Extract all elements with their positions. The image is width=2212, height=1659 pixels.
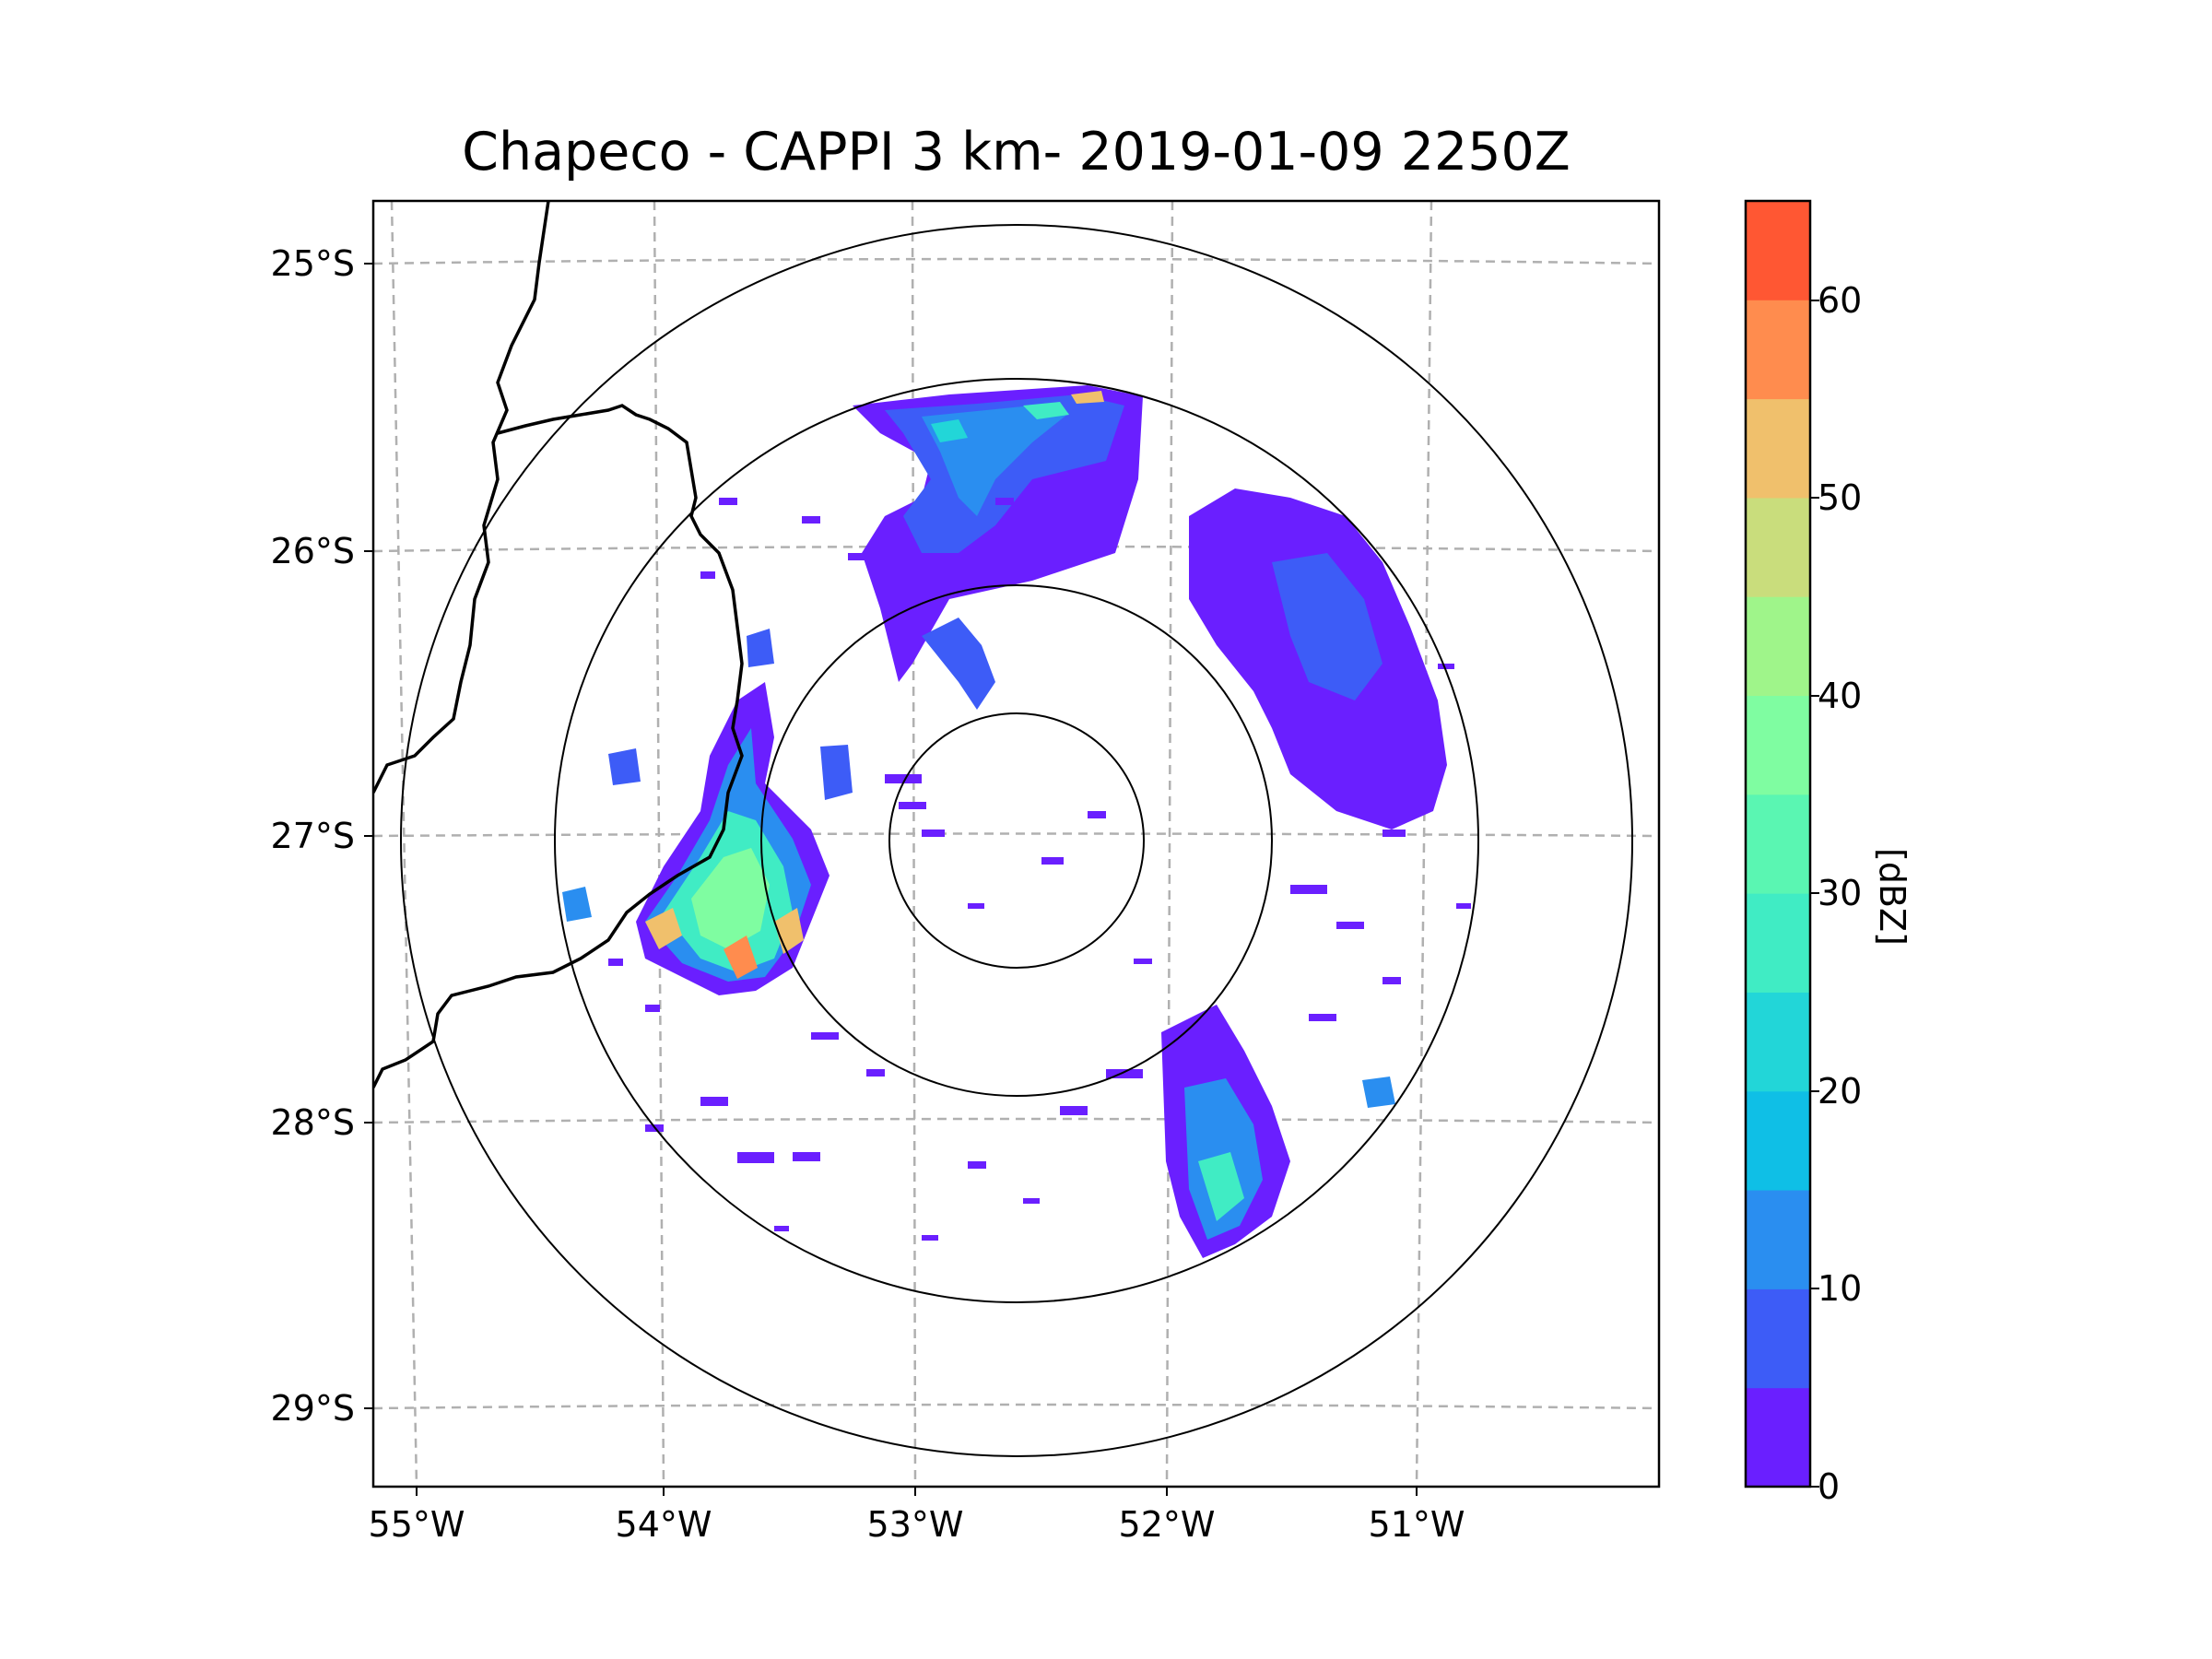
- lat-label-27s: 27°S: [270, 816, 355, 856]
- colorbar-frame: [1744, 199, 1812, 1488]
- map-title: Chapeco - CAPPI 3 km- 2019-01-09 2250Z: [462, 122, 1571, 182]
- scattered-echoes: [608, 498, 1471, 1241]
- gridline-lat-25: [373, 257, 1659, 265]
- gridline-lon-51: [1415, 201, 1433, 1487]
- gridline-lat-26: [373, 545, 1659, 553]
- colorbar-label: [dBZ]: [1872, 848, 1912, 946]
- gridline-lon-52: [1165, 201, 1174, 1487]
- lon-label-51w: 51°W: [1368, 1504, 1465, 1545]
- echo-north-cyan: [931, 419, 968, 442]
- colorbar-segment: [1746, 201, 1810, 300]
- political-borders: [373, 201, 744, 1088]
- colorbar-segment: [1746, 893, 1810, 993]
- colorbar-tick-40: 40: [1818, 676, 1863, 716]
- echo-west-core-2: [724, 935, 758, 979]
- lat-label-28s: 28°S: [270, 1102, 355, 1143]
- echo-center-west-1: [820, 745, 853, 800]
- colorbar-tick-60: 60: [1818, 280, 1863, 321]
- colorbar-segment: [1746, 992, 1810, 1092]
- gridline-lon-53: [911, 201, 917, 1487]
- echo-west-cluster-green: [691, 848, 770, 949]
- lon-label-53w: 53°W: [866, 1504, 964, 1545]
- lon-label-54w: 54°W: [615, 1504, 712, 1545]
- colorbar-segment: [1746, 695, 1810, 795]
- border-line-west: [373, 404, 744, 1088]
- echo-southeast-small: [1362, 1077, 1395, 1108]
- map-frame: [371, 199, 1661, 1488]
- gridline-lat-27: [373, 832, 1659, 838]
- lat-label-29s: 29°S: [270, 1388, 355, 1429]
- colorbar-tick-50: 50: [1818, 477, 1863, 518]
- gridline-lon-54: [653, 201, 665, 1487]
- colorbar-tick-10: 10: [1818, 1268, 1863, 1309]
- tick-marks: [364, 263, 1418, 1496]
- echo-north-stream: [922, 618, 995, 710]
- gridline-lat-28: [373, 1117, 1659, 1124]
- border-line-north: [373, 201, 550, 794]
- echo-west-small-2: [608, 748, 641, 785]
- echo-west-small-3: [747, 629, 774, 667]
- range-ring-3: [554, 378, 1479, 1303]
- colorbar: [1746, 201, 1810, 1488]
- colorbar-segment: [1746, 398, 1810, 499]
- lat-label-25s: 25°S: [270, 243, 355, 284]
- colorbar-ticks: [1810, 300, 1819, 1488]
- colorbar-tick-30: 30: [1818, 873, 1863, 913]
- colorbar-segment: [1746, 596, 1810, 697]
- gridline-lat-29: [373, 1403, 1659, 1410]
- map-area: [373, 201, 1659, 1487]
- range-ring-1: [888, 712, 1145, 969]
- echo-northeast-blue: [1272, 553, 1382, 700]
- gridline-lon-55: [390, 201, 418, 1487]
- colorbar-segment: [1746, 1090, 1810, 1191]
- lon-label-52w: 52°W: [1118, 1504, 1216, 1545]
- colorbar-segment: [1746, 1190, 1810, 1289]
- range-ring-2: [760, 584, 1273, 1097]
- lon-label-55w: 55°W: [368, 1504, 465, 1545]
- range-ring-4: [400, 224, 1633, 1457]
- echo-north-cyan2: [1023, 402, 1069, 419]
- colorbar-tick-0: 0: [1818, 1466, 1841, 1507]
- gridlines: [373, 201, 1659, 1487]
- echo-west-core-1: [645, 908, 682, 949]
- colorbar-segment: [1746, 1288, 1810, 1389]
- colorbar-segment: [1746, 1387, 1810, 1488]
- radar-echoes: [562, 385, 1471, 1258]
- colorbar-segment: [1746, 794, 1810, 894]
- lat-label-26s: 26°S: [270, 531, 355, 571]
- colorbar-tick-20: 20: [1818, 1071, 1863, 1112]
- echo-north-warm: [1071, 391, 1104, 404]
- range-rings: [400, 224, 1633, 1457]
- echo-southeast-cyan: [1198, 1152, 1244, 1221]
- colorbar-segment: [1746, 300, 1810, 400]
- echo-west-small-1: [562, 887, 592, 922]
- colorbar-segment: [1746, 497, 1810, 597]
